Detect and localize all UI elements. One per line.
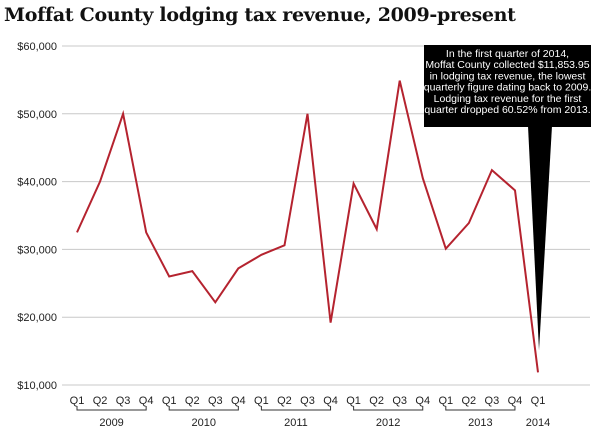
year-label: 2009	[99, 417, 123, 429]
y-axis-ticks: $10,000 $20,000 $30,000 $40,000 $50,000 $60,0…	[17, 41, 57, 392]
x-tick-label: Q4	[231, 395, 246, 407]
x-tick-label: Q1	[438, 395, 453, 407]
x-tick-label: Q3	[392, 395, 407, 407]
x-tick-label: Q4	[508, 395, 523, 407]
callout-line: quarter dropped 60.52% from 2013.	[424, 104, 590, 116]
year-label: 2010	[192, 417, 216, 429]
y-tick-label: $20,000	[17, 312, 57, 324]
series-line	[76, 80, 539, 373]
x-tick-label: Q1	[346, 395, 361, 407]
x-tick-label: Q1	[162, 395, 177, 407]
y-tick-label: $10,000	[17, 380, 57, 392]
y-tick-label: $60,000	[17, 41, 57, 53]
year-bracket	[168, 406, 239, 411]
callout-line: quarterly figure dating back to 2009.	[424, 82, 592, 94]
x-tick-label: Q2	[185, 395, 200, 407]
callout-line: Moffat County collected $11,853.95	[425, 59, 589, 71]
callout-line: in lodging tax revenue, the lowest	[430, 70, 586, 82]
x-tick-label: Q3	[485, 395, 500, 407]
callout-line: In the first quarter of 2014,	[446, 48, 569, 60]
x-tick-label: Q3	[300, 395, 315, 407]
x-tick-label: Q2	[369, 395, 384, 407]
year-bracket	[76, 406, 147, 411]
chart-title: Moffat County lodging tax revenue, 2009-…	[4, 4, 516, 26]
callout-box	[424, 45, 591, 127]
callout-pointer	[528, 126, 552, 351]
year-label: 2014	[526, 417, 550, 429]
y-tick-label: $50,000	[17, 109, 57, 121]
year-bracket	[445, 406, 516, 411]
year-label: 2012	[376, 417, 400, 429]
x-tick-label: Q2	[93, 395, 108, 407]
x-tick-label: Q1	[70, 395, 85, 407]
year-label: 2013	[468, 417, 492, 429]
year-label: 2011	[284, 417, 308, 429]
year-bracket	[260, 406, 332, 411]
x-tick-label: Q2	[277, 395, 292, 407]
year-labels: 2009 2010 2011 2012 2013 2014	[76, 406, 550, 429]
x-tick-label: Q4	[139, 395, 154, 407]
x-axis-ticks: Q1 Q2 Q3 Q4 Q1 Q2 Q3 Q4 Q1 Q2 Q3 Q4 Q1 Q2 Q3 Q4 Q1 Q2 Q3 Q4…	[70, 395, 546, 407]
x-tick-label: Q3	[116, 395, 131, 407]
year-bracket	[353, 406, 424, 411]
x-tick-label: Q1	[254, 395, 269, 407]
x-tick-label: Q1	[531, 395, 546, 407]
annotation-callout: In the first quarter of 2014,Moffat Coun…	[424, 45, 592, 351]
y-tick-label: $30,000	[17, 244, 57, 256]
y-tick-label: $40,000	[17, 177, 57, 189]
x-tick-label: Q3	[208, 395, 223, 407]
x-tick-label: Q4	[323, 395, 338, 407]
x-tick-label: Q4	[415, 395, 430, 407]
x-tick-label: Q2	[462, 395, 477, 407]
callout-line: Lodging tax revenue for the first	[434, 93, 582, 105]
